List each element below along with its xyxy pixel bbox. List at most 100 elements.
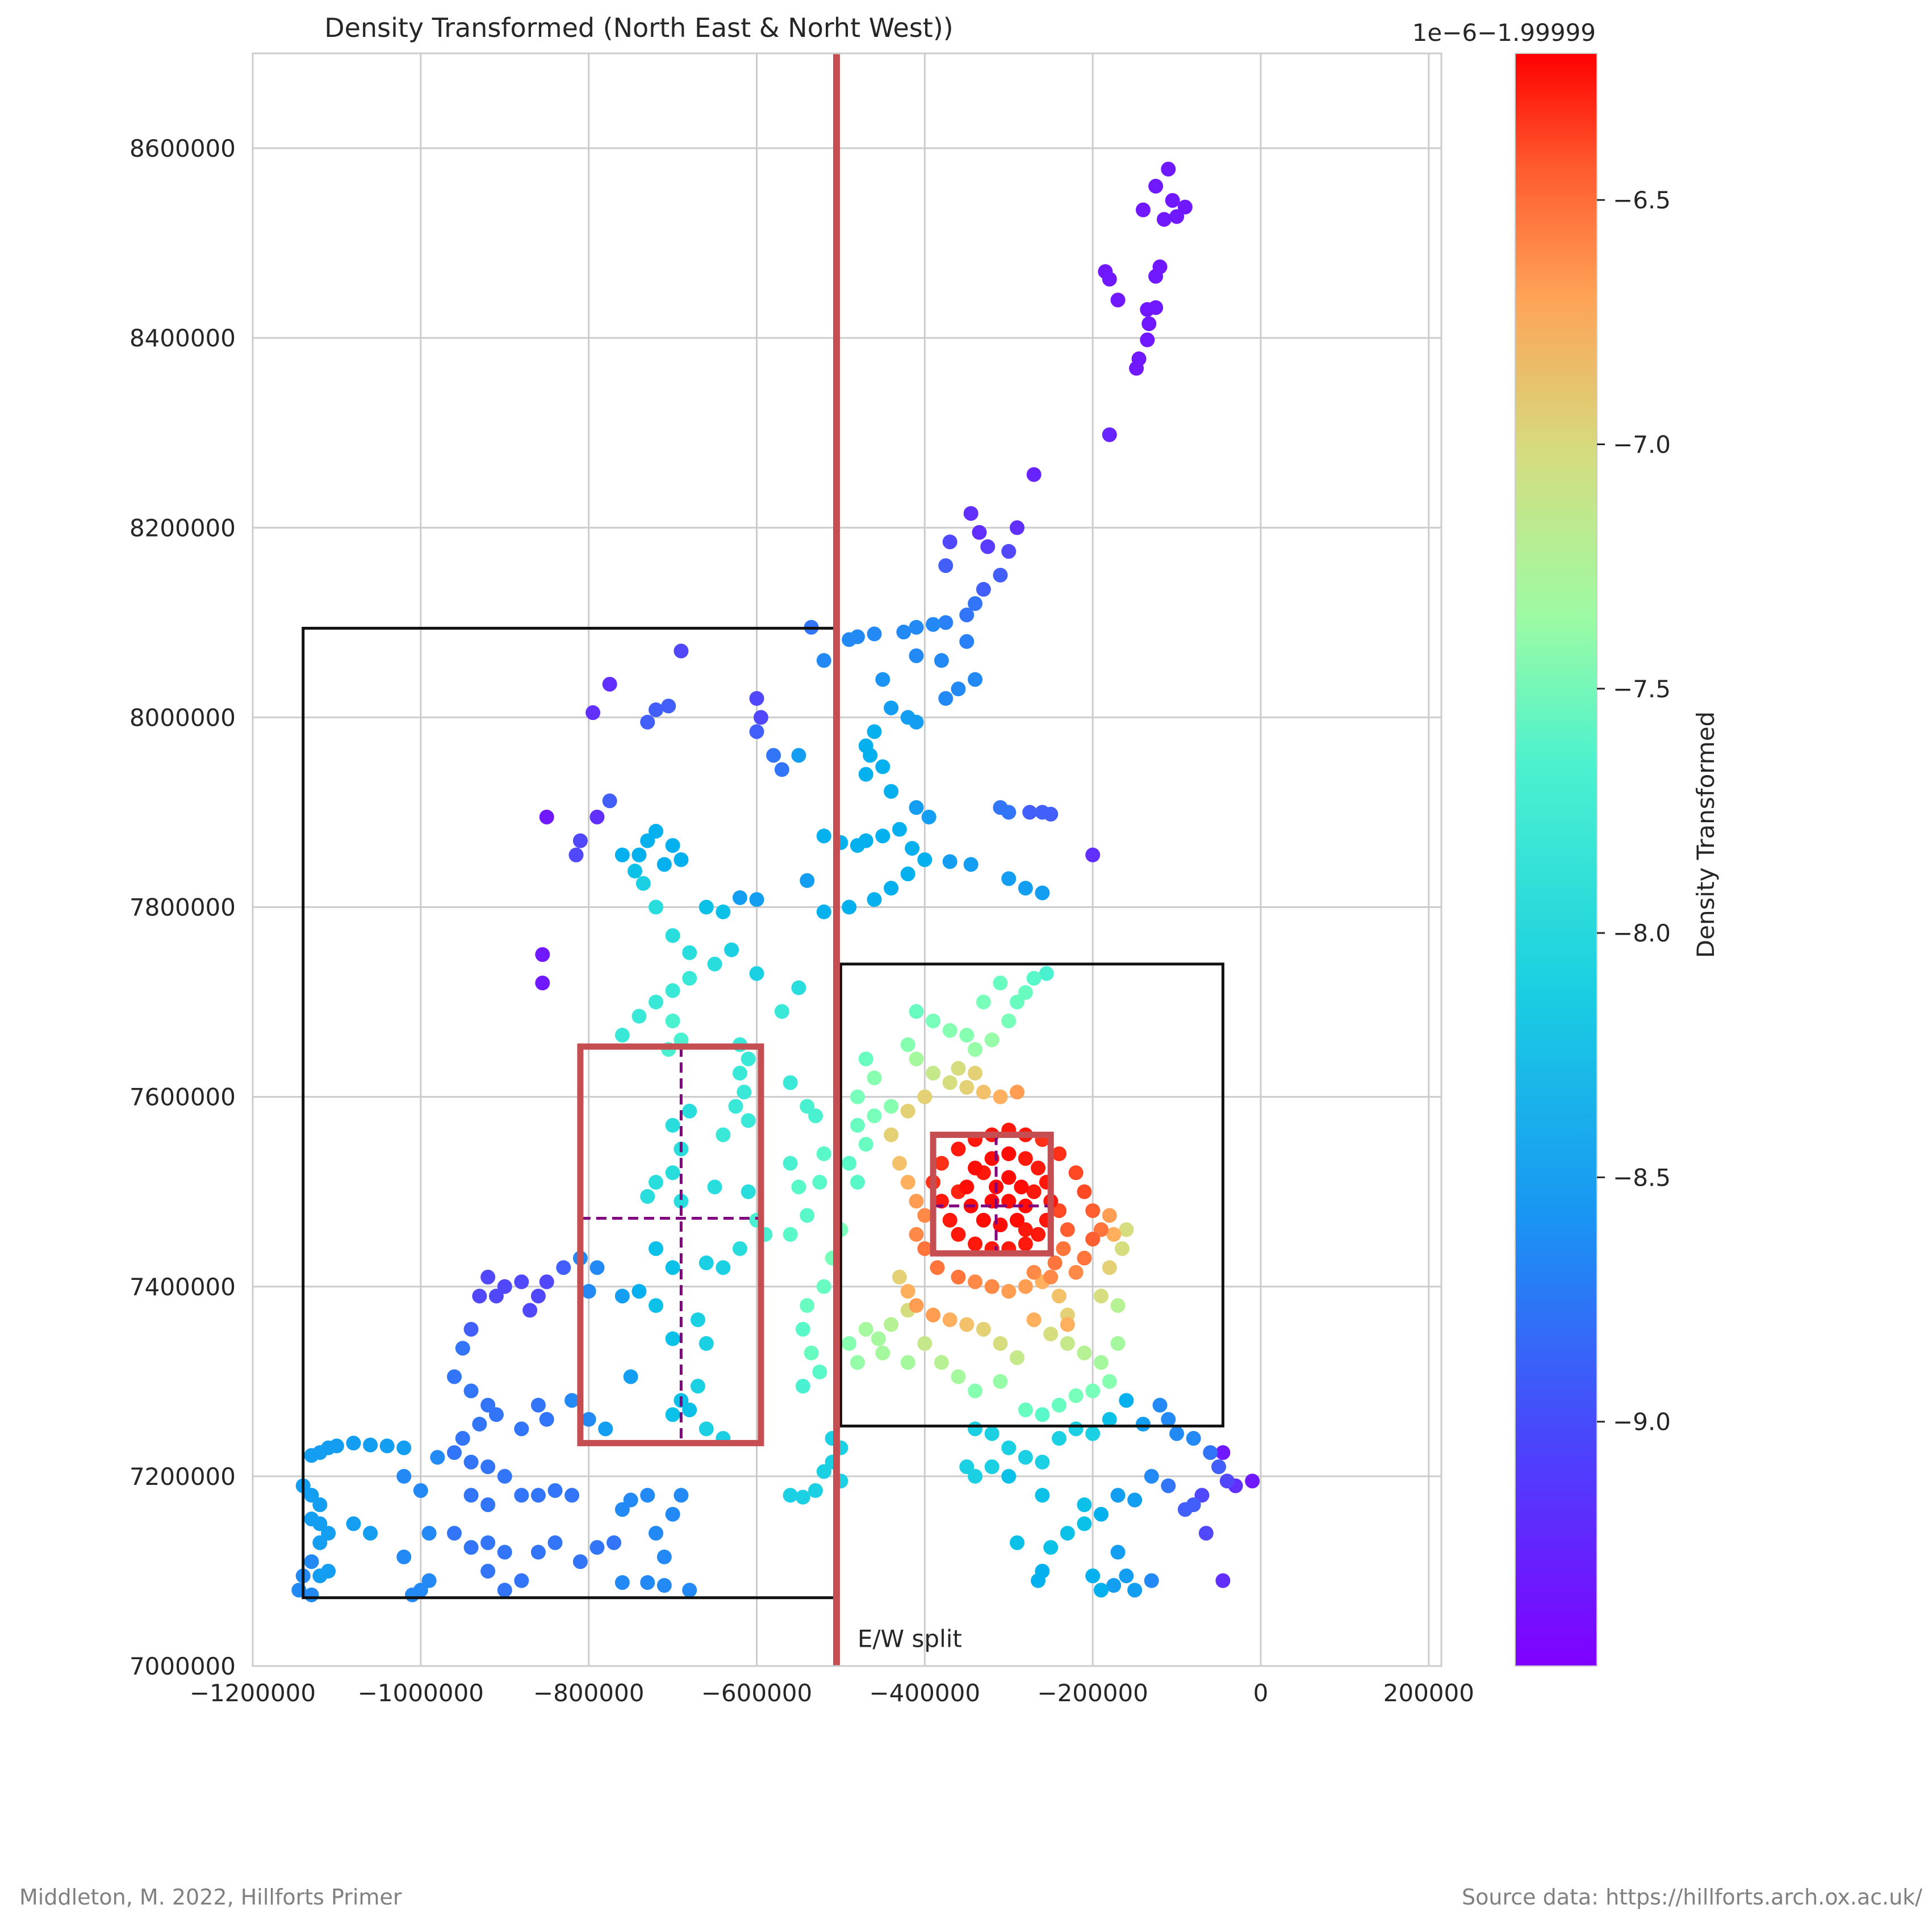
data-point [514, 1573, 529, 1588]
data-point [1102, 1260, 1117, 1275]
data-point [984, 1279, 1000, 1294]
colorbar-bar [1515, 53, 1598, 1667]
data-point [665, 928, 680, 943]
data-point [1001, 871, 1017, 886]
y-tick-label: 7200000 [129, 1463, 236, 1491]
x-tick-label: 0 [1253, 1679, 1269, 1707]
data-point [564, 1488, 580, 1503]
data-point [867, 724, 882, 739]
data-point [699, 1255, 714, 1270]
data-point [665, 1117, 680, 1133]
data-point [396, 1549, 412, 1564]
data-point [682, 1103, 697, 1119]
data-point [1077, 1345, 1092, 1361]
data-point [816, 1279, 831, 1294]
data-point [1085, 1203, 1101, 1219]
data-point [1031, 1573, 1046, 1588]
data-point [1119, 1393, 1134, 1408]
data-point [1135, 202, 1151, 217]
data-point [699, 899, 714, 915]
data-point [690, 1312, 705, 1328]
data-point [909, 1051, 924, 1066]
data-point [795, 1321, 810, 1337]
data-point [783, 1075, 798, 1090]
data-point [858, 767, 873, 782]
data-point [951, 681, 966, 697]
data-point [648, 1175, 663, 1190]
focus-box [930, 1131, 1054, 1257]
data-point [875, 759, 890, 775]
data-point [1056, 1241, 1071, 1256]
data-point [1106, 1578, 1122, 1593]
data-point [1106, 1227, 1122, 1242]
data-point [1211, 1459, 1227, 1475]
data-point [455, 1341, 470, 1356]
data-point [648, 702, 663, 718]
colorbar: 1e−6−1.99999 Density Transformed −6.5 −7.… [1412, 19, 1720, 1667]
data-point [648, 1298, 663, 1313]
data-point [884, 700, 899, 715]
data-point [741, 1184, 756, 1199]
data-point [867, 1070, 882, 1086]
data-point [665, 1331, 680, 1346]
data-point [1165, 192, 1180, 208]
data-point [1129, 361, 1144, 376]
data-point [917, 1241, 932, 1256]
data-point [900, 1284, 915, 1299]
data-point [917, 852, 932, 867]
data-point [867, 626, 882, 642]
data-point [446, 1526, 462, 1541]
data-point [808, 1108, 823, 1124]
data-point [858, 1321, 873, 1337]
data-point [1114, 1241, 1130, 1256]
data-point [648, 899, 663, 915]
data-point [1018, 985, 1033, 1000]
data-point [430, 1450, 445, 1465]
data-point [463, 1454, 479, 1470]
data-point [1203, 1445, 1218, 1460]
data-point [665, 1407, 680, 1422]
data-point [1077, 1250, 1092, 1266]
data-point [850, 1089, 865, 1104]
data-point [1161, 1412, 1176, 1427]
data-point [968, 1274, 983, 1290]
plot-frame [252, 52, 1442, 1667]
data-point [648, 823, 663, 839]
data-point [800, 1298, 815, 1313]
data-point [909, 1298, 924, 1313]
data-point [1026, 467, 1042, 482]
data-point [602, 793, 617, 809]
data-point [972, 525, 987, 540]
x-tick-label: −1000000 [358, 1679, 484, 1707]
data-point [909, 1004, 924, 1019]
data-point [1060, 1222, 1075, 1237]
data-point [1039, 966, 1054, 981]
data-point [1245, 1474, 1260, 1489]
data-point [530, 1488, 546, 1503]
data-point [1093, 1288, 1109, 1304]
data-point [1110, 292, 1126, 308]
data-point [1068, 1165, 1084, 1181]
data-point [614, 847, 630, 863]
data-point [1035, 1488, 1050, 1503]
data-point [699, 1336, 714, 1351]
data-point [1085, 1568, 1101, 1584]
data-point [795, 1379, 810, 1394]
data-point [816, 1146, 831, 1161]
data-point [1026, 970, 1042, 986]
data-point [942, 534, 957, 550]
data-point [514, 1421, 529, 1437]
data-point [900, 1175, 915, 1190]
data-point [1010, 1212, 1025, 1228]
data-point [480, 1270, 496, 1285]
data-point [480, 1397, 496, 1413]
data-point [535, 947, 550, 962]
x-axis-ticks: −1200000 −1000000 −800000 −600000 −400000 −20… [190, 1679, 1474, 1707]
data-point [535, 976, 550, 991]
data-point [1148, 300, 1164, 315]
data-point [959, 1028, 975, 1043]
data-point [480, 1535, 496, 1550]
data-point [623, 1492, 638, 1508]
data-point [909, 1227, 924, 1242]
colorbar-tick-label: −8.5 [1613, 1163, 1671, 1191]
